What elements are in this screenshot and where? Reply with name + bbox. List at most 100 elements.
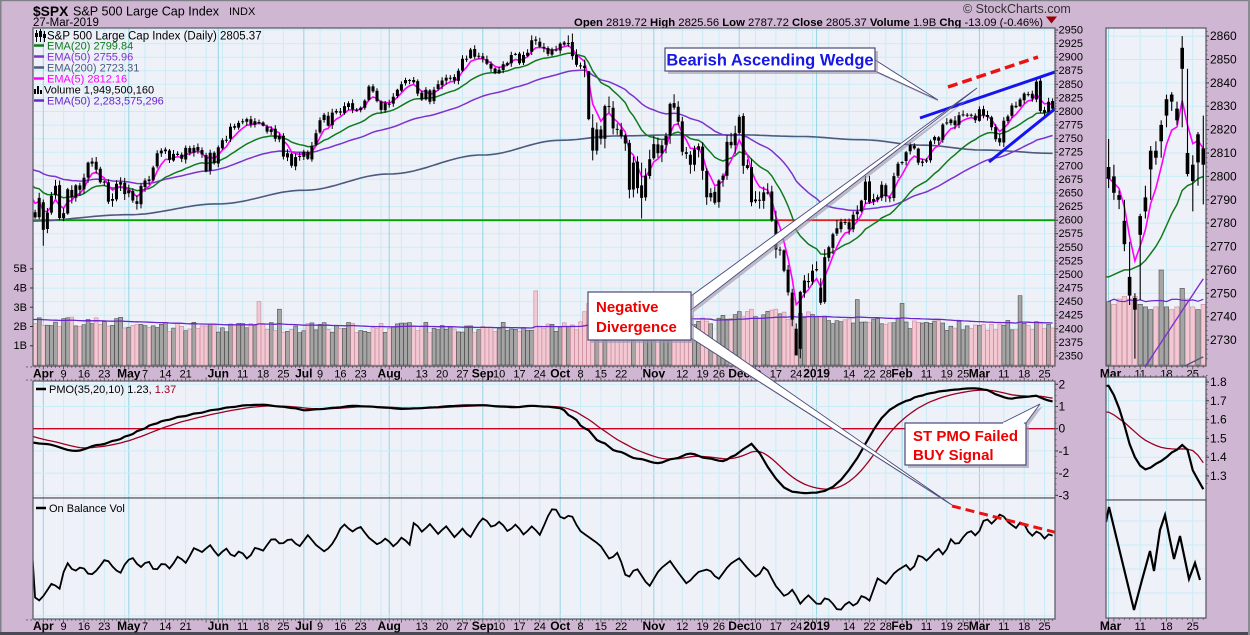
svg-text:1.7: 1.7: [1210, 394, 1227, 408]
svg-text:3B: 3B: [14, 302, 27, 314]
svg-text:4B: 4B: [14, 283, 27, 295]
svg-text:On Balance Vol: On Balance Vol: [49, 503, 125, 515]
svg-text:2825: 2825: [1059, 92, 1083, 104]
svg-text:15: 15: [595, 621, 607, 633]
svg-text:20: 20: [436, 621, 448, 633]
svg-text:19: 19: [696, 621, 708, 633]
svg-text:2875: 2875: [1059, 65, 1083, 77]
svg-text:25: 25: [1038, 369, 1050, 381]
svg-text:Jun: Jun: [208, 367, 229, 381]
svg-text:-3: -3: [1059, 488, 1070, 502]
svg-text:S&P 500 Large Cap Index: S&P 500 Large Cap Index: [73, 5, 220, 19]
svg-text:14: 14: [159, 369, 171, 381]
svg-text:17: 17: [770, 369, 782, 381]
svg-text:2850: 2850: [1210, 53, 1237, 67]
svg-text:0: 0: [1059, 422, 1066, 436]
svg-text:19: 19: [941, 369, 953, 381]
svg-text:Jul: Jul: [295, 619, 312, 633]
svg-text:7: 7: [142, 621, 148, 633]
svg-text:2019: 2019: [803, 619, 830, 633]
svg-text:Apr: Apr: [33, 367, 54, 381]
svg-text:Feb: Feb: [891, 619, 912, 633]
svg-text:2600: 2600: [1059, 215, 1083, 227]
svg-text:$SPX: $SPX: [33, 4, 69, 19]
svg-text:25: 25: [277, 621, 289, 633]
svg-text:2750: 2750: [1210, 286, 1237, 300]
svg-text:9: 9: [61, 369, 67, 381]
svg-text:15: 15: [595, 369, 607, 381]
svg-text:2550: 2550: [1059, 242, 1083, 254]
svg-text:12: 12: [676, 369, 688, 381]
svg-text:23: 23: [98, 621, 110, 633]
svg-text:17: 17: [513, 621, 525, 633]
svg-text:25: 25: [277, 369, 289, 381]
svg-text:2730: 2730: [1210, 333, 1237, 347]
svg-text:2860: 2860: [1210, 29, 1237, 43]
svg-text:16: 16: [78, 621, 90, 633]
svg-text:5B: 5B: [14, 263, 27, 275]
svg-text:© StockCharts.com: © StockCharts.com: [963, 2, 1071, 16]
svg-text:16: 16: [334, 369, 346, 381]
svg-text:Nov: Nov: [642, 619, 665, 633]
svg-text:9: 9: [317, 369, 323, 381]
svg-text:2900: 2900: [1059, 52, 1083, 64]
svg-text:16: 16: [334, 621, 346, 633]
svg-text:Feb: Feb: [891, 367, 912, 381]
svg-text:10: 10: [749, 621, 761, 633]
svg-text:May: May: [117, 619, 141, 633]
svg-text:2625: 2625: [1059, 201, 1083, 213]
svg-text:18: 18: [1160, 621, 1172, 633]
svg-text:26: 26: [713, 621, 725, 633]
svg-text:22: 22: [863, 369, 875, 381]
svg-text:24: 24: [534, 621, 546, 633]
svg-text:2350: 2350: [1059, 351, 1083, 363]
svg-text:2B: 2B: [14, 321, 27, 333]
svg-text:Nov: Nov: [642, 367, 665, 381]
svg-text:S&P 500 Large Cap Index (Daily: S&P 500 Large Cap Index (Daily) 2805.37: [47, 31, 262, 43]
svg-text:11: 11: [1134, 621, 1145, 633]
svg-text:Mar: Mar: [969, 367, 991, 381]
svg-text:26: 26: [713, 369, 725, 381]
svg-text:24: 24: [534, 369, 546, 381]
svg-text:Apr: Apr: [33, 619, 54, 633]
svg-text:19: 19: [941, 621, 953, 633]
svg-text:27-Mar-2019: 27-Mar-2019: [33, 17, 99, 29]
svg-text:23: 23: [355, 621, 367, 633]
svg-text:Negative: Negative: [596, 299, 659, 316]
svg-text:25: 25: [1187, 621, 1199, 633]
svg-text:2700: 2700: [1059, 160, 1083, 172]
svg-text:2840: 2840: [1210, 76, 1237, 90]
svg-text:13: 13: [416, 369, 428, 381]
svg-text:1.6: 1.6: [1210, 413, 1227, 427]
svg-text:Jun: Jun: [208, 619, 229, 633]
svg-text:2675: 2675: [1059, 174, 1083, 186]
svg-text:17: 17: [770, 621, 782, 633]
svg-text:12: 12: [676, 621, 688, 633]
svg-text:22: 22: [863, 621, 875, 633]
svg-text:Volume 1,949,500,160: Volume 1,949,500,160: [44, 85, 154, 97]
svg-text:1.3: 1.3: [1210, 469, 1227, 483]
svg-text:2525: 2525: [1059, 255, 1083, 267]
svg-text:2780: 2780: [1210, 216, 1237, 230]
svg-text:2725: 2725: [1059, 147, 1083, 159]
svg-text:2: 2: [1059, 377, 1066, 391]
svg-text:9: 9: [317, 621, 323, 633]
svg-text:2820: 2820: [1210, 123, 1237, 137]
svg-text:23: 23: [98, 369, 110, 381]
svg-text:13: 13: [416, 621, 428, 633]
svg-text:14: 14: [843, 369, 855, 381]
svg-text:Jul: Jul: [295, 367, 312, 381]
svg-text:Aug: Aug: [378, 367, 401, 381]
svg-text:16: 16: [78, 369, 90, 381]
svg-text:10: 10: [493, 621, 505, 633]
svg-text:Mar: Mar: [969, 619, 991, 633]
svg-text:14: 14: [843, 621, 855, 633]
svg-text:18: 18: [257, 621, 269, 633]
svg-text:11: 11: [921, 621, 932, 633]
svg-text:2019: 2019: [803, 367, 830, 381]
svg-text:25: 25: [957, 369, 969, 381]
svg-text:10: 10: [493, 369, 505, 381]
svg-text:24: 24: [790, 369, 802, 381]
svg-text:2740: 2740: [1210, 310, 1237, 324]
svg-text:7: 7: [142, 369, 148, 381]
